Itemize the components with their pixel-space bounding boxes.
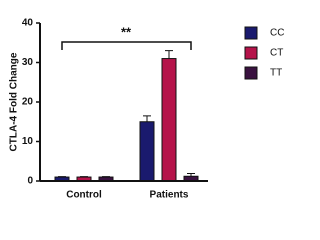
chart: CTLA-4 Fold Change ** 0 10 20 30 40 Control Pa… [9, 18, 285, 201]
legend-label: CT [270, 48, 283, 59]
error-bar [143, 115, 151, 122]
error-bar [165, 50, 173, 59]
legend-swatch [244, 66, 258, 80]
significance-annotation: ** [121, 24, 132, 39]
y-axis-label: CTLA-4 Fold Change [9, 52, 20, 151]
significance-bracket [61, 41, 192, 50]
bar [139, 121, 155, 182]
x-tick-label: Patients [150, 190, 189, 201]
legend-label: TT [270, 68, 282, 79]
y-tick-label: 40 [22, 18, 34, 29]
error-bar [187, 172, 195, 177]
y-tick-label: 30 [22, 57, 34, 68]
y-tick-label: 10 [22, 136, 34, 147]
bar [161, 58, 177, 182]
x-tick-label: Control [66, 190, 102, 201]
y-tick-label: 20 [22, 97, 34, 108]
legend-label: CC [270, 28, 284, 39]
legend-swatch [244, 26, 258, 40]
y-tick-label: 0 [27, 176, 33, 187]
legend-swatch [244, 46, 258, 60]
